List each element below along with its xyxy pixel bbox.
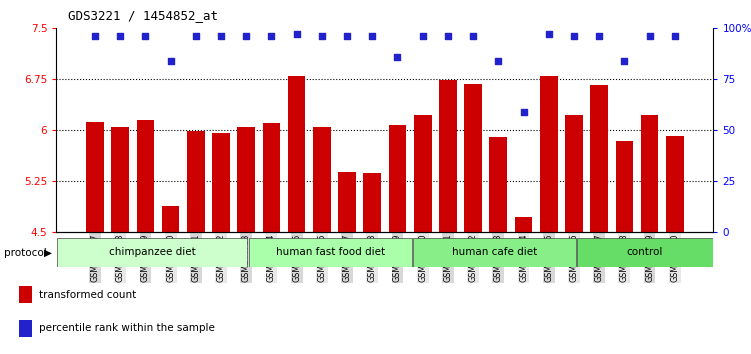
Bar	[565, 115, 583, 354]
Point	[644, 34, 656, 39]
Bar	[313, 127, 330, 354]
Bar	[590, 85, 608, 354]
Point	[114, 34, 126, 39]
Bar	[389, 125, 406, 354]
Bar	[187, 131, 205, 354]
Bar	[514, 217, 532, 354]
Text: control: control	[627, 247, 663, 257]
Point	[240, 34, 252, 39]
Bar	[363, 173, 381, 354]
Bar	[666, 136, 683, 354]
Bar	[577, 238, 713, 267]
Point	[618, 58, 630, 64]
Bar	[137, 120, 154, 354]
Point	[517, 109, 529, 115]
Bar	[439, 80, 457, 354]
Point	[568, 34, 580, 39]
Bar	[263, 123, 280, 354]
Bar	[213, 133, 230, 354]
Text: transformed count: transformed count	[39, 290, 136, 300]
Point	[442, 34, 454, 39]
Point	[89, 34, 101, 39]
Bar	[641, 115, 659, 354]
Bar	[161, 206, 179, 354]
Text: ▶: ▶	[44, 248, 52, 258]
Bar	[540, 76, 557, 354]
Text: human cafe diet: human cafe diet	[452, 247, 537, 257]
Point	[215, 34, 227, 39]
Point	[366, 34, 379, 39]
Bar	[111, 127, 129, 354]
Text: percentile rank within the sample: percentile rank within the sample	[39, 323, 215, 333]
Bar	[490, 137, 507, 354]
Bar	[414, 115, 432, 354]
Point	[493, 58, 505, 64]
Point	[543, 32, 555, 37]
Bar	[249, 238, 412, 267]
Bar	[57, 238, 247, 267]
Point	[593, 34, 605, 39]
Point	[164, 58, 176, 64]
Bar	[237, 127, 255, 354]
Bar	[86, 122, 104, 354]
Bar	[19, 320, 32, 337]
Bar	[464, 84, 482, 354]
Point	[467, 34, 479, 39]
Point	[668, 34, 680, 39]
Bar	[288, 76, 306, 354]
Point	[265, 34, 277, 39]
Bar	[338, 172, 356, 354]
Bar	[616, 141, 633, 354]
Point	[190, 34, 202, 39]
Bar	[19, 286, 32, 303]
Text: human fast food diet: human fast food diet	[276, 247, 385, 257]
Point	[341, 34, 353, 39]
Text: protocol: protocol	[4, 248, 47, 258]
Point	[391, 54, 403, 60]
Point	[140, 34, 152, 39]
Point	[291, 32, 303, 37]
Text: chimpanzee diet: chimpanzee diet	[109, 247, 195, 257]
Point	[417, 34, 429, 39]
Text: GDS3221 / 1454852_at: GDS3221 / 1454852_at	[68, 9, 218, 22]
Point	[316, 34, 328, 39]
Bar	[413, 238, 576, 267]
